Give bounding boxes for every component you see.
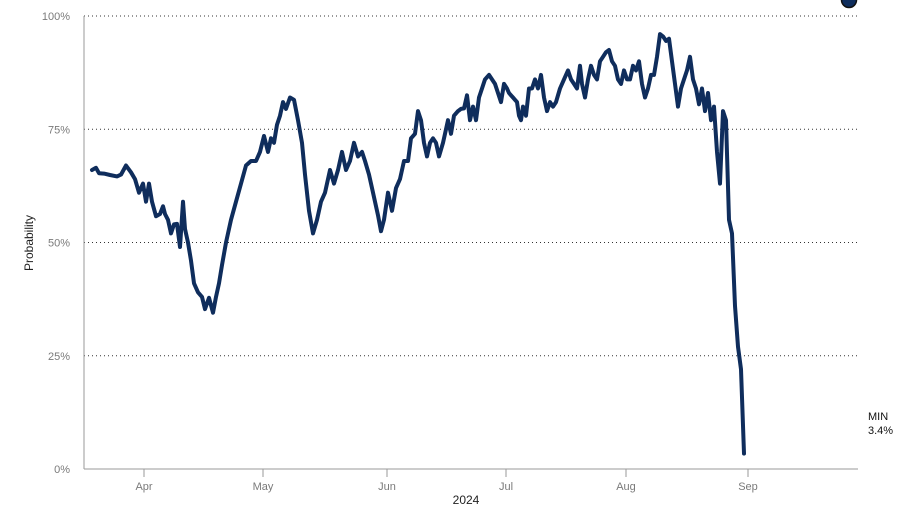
x-tick-label: Jul <box>499 481 513 493</box>
y-tick-label: 100% <box>42 11 70 23</box>
min-annotation-label: MIN <box>868 411 888 423</box>
y-tick-label: 25% <box>48 351 70 363</box>
min-point-marker[interactable] <box>840 0 858 9</box>
x-tick-label: Sep <box>738 481 758 493</box>
x-tick-label: Apr <box>135 481 152 493</box>
y-tick-label: 50% <box>48 238 70 250</box>
x-axis-ticks: Apr May Jun Jul Aug Sep <box>135 469 758 493</box>
min-annotation-value: 3.4% <box>868 425 893 437</box>
x-tick-label: Aug <box>616 481 636 493</box>
y-tick-label: 0% <box>54 464 70 476</box>
x-axis-title: 2024 <box>453 493 480 507</box>
y-axis-title: Probability <box>22 215 36 271</box>
y-gridlines <box>84 15 858 357</box>
x-tick-label: Jun <box>378 481 396 493</box>
y-axis-ticks: 0% 25% 50% 75% 100% <box>42 11 70 476</box>
probability-series-line <box>90 32 746 456</box>
x-tick-label: May <box>253 481 274 493</box>
y-tick-label: 75% <box>48 124 70 136</box>
